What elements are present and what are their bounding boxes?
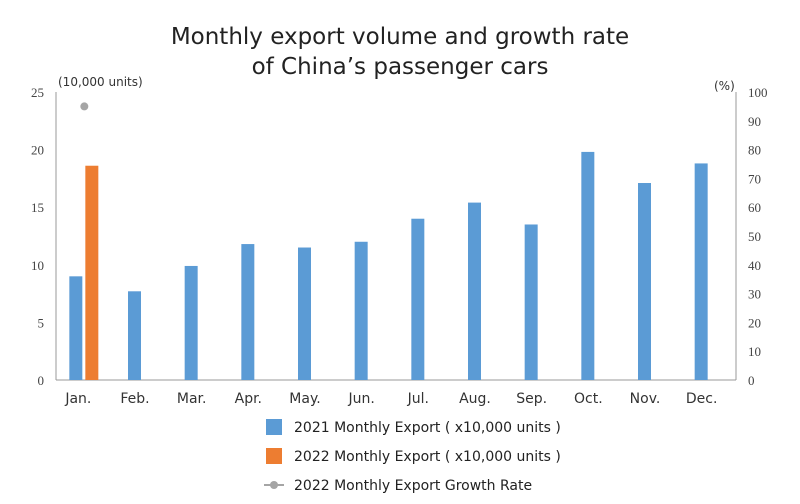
x-tick-label: Dec. [686, 391, 718, 407]
x-tick-label: Jul. [407, 391, 429, 407]
y2-tick-label: 20 [748, 315, 761, 330]
legend-label: 2021 Monthly Export ( x10,000 units ) [294, 420, 561, 436]
y2-tick-label: 0 [748, 373, 755, 388]
x-tick-label: Apr. [235, 391, 262, 407]
bar-2021 [468, 202, 481, 380]
legend-swatch [266, 448, 282, 464]
y-tick-label: 25 [31, 85, 44, 100]
x-tick-label: Sep. [516, 391, 547, 407]
title-line-1: Monthly export volume and growth rate [170, 24, 630, 50]
y-tick-label: 5 [38, 315, 45, 330]
chart-title: Monthly export volume and growth rate of… [0, 22, 800, 82]
x-tick-label: Nov. [630, 391, 661, 407]
legend-swatch [266, 419, 282, 435]
bar-2021 [694, 163, 708, 380]
growth-rate-point [80, 102, 89, 111]
x-tick-label: Mar. [177, 391, 207, 407]
bar-2021 [638, 183, 651, 380]
y2-tick-label: 50 [748, 229, 761, 244]
title-line-2: of China’s passenger cars [251, 54, 549, 80]
legend-label: 2022 Monthly Export Growth Rate [294, 478, 532, 494]
x-tick-label: Jun. [348, 391, 375, 407]
x-tick-label: Feb. [120, 391, 149, 407]
x-tick-label: Jan. [64, 391, 91, 407]
y2-tick-label: 60 [748, 200, 761, 215]
bar-2021 [69, 276, 83, 380]
bar-2021 [524, 224, 538, 380]
legend-marker [270, 481, 278, 489]
y-tick-label: 15 [31, 200, 44, 215]
right-axis-unit: (%) [714, 79, 735, 93]
y-tick-label: 20 [31, 143, 44, 158]
bar-2021 [354, 241, 368, 380]
x-tick-label: May. [289, 391, 320, 407]
y2-tick-label: 70 [748, 171, 761, 186]
bar-2021 [184, 265, 198, 380]
y2-tick-label: 90 [748, 114, 761, 129]
bar-2021 [411, 218, 425, 380]
y2-tick-label: 80 [748, 143, 761, 158]
y2-tick-label: 100 [748, 85, 768, 100]
left-axis-unit: (10,000 units) [58, 75, 143, 89]
y2-tick-label: 40 [748, 258, 761, 273]
y2-tick-label: 30 [748, 287, 761, 302]
bar-2021 [241, 244, 255, 380]
bar-2021 [581, 151, 595, 380]
y-tick-label: 0 [38, 373, 45, 388]
x-tick-label: Oct. [574, 391, 603, 407]
x-tick-label: Aug. [459, 391, 491, 407]
bar-2021 [128, 291, 141, 380]
y2-tick-label: 10 [748, 344, 761, 359]
bar-2022 [85, 165, 99, 380]
legend-label: 2022 Monthly Export ( x10,000 units ) [294, 449, 561, 465]
bar-2021 [298, 247, 311, 380]
y-tick-label: 10 [31, 258, 44, 273]
